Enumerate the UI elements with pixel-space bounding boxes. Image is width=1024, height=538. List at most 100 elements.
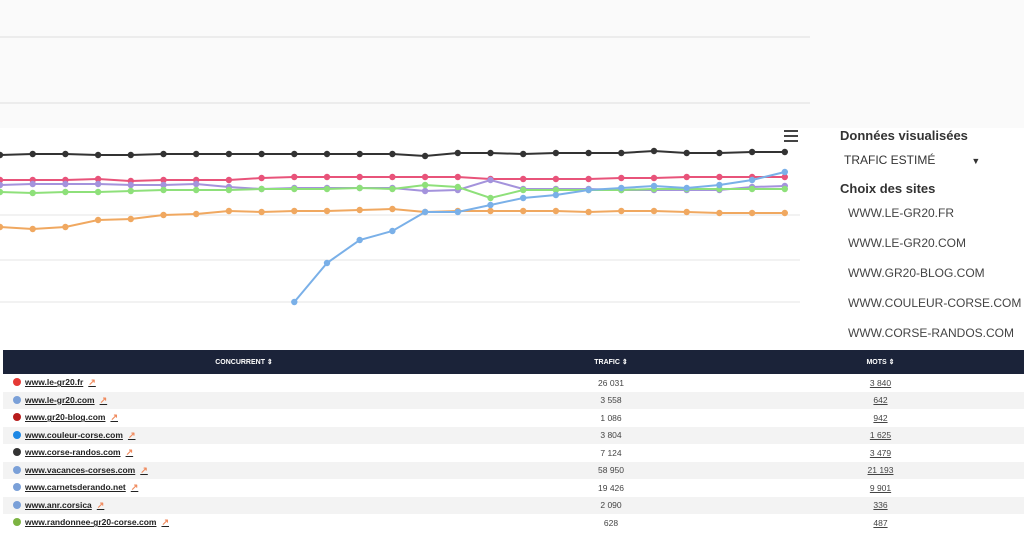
point	[716, 173, 723, 181]
external-icon: ↗	[161, 517, 170, 528]
point	[389, 227, 396, 235]
point	[29, 189, 36, 197]
point	[160, 186, 167, 194]
site-cell: www.le-gr20.com ↗	[3, 391, 485, 409]
keywords-cell[interactable]: 487	[873, 517, 888, 528]
point	[225, 207, 233, 215]
point	[356, 184, 363, 192]
site-cell: www.gr20-blog.com ↗	[3, 409, 485, 427]
point	[585, 175, 592, 183]
top-area	[0, 0, 1024, 128]
point	[716, 181, 723, 189]
point	[62, 223, 69, 231]
site-icon	[13, 483, 21, 492]
point	[618, 174, 625, 182]
point	[487, 207, 494, 215]
point	[127, 187, 134, 195]
point	[0, 181, 4, 189]
metric-select[interactable]: TRAFIC ESTIMÉ ▼	[844, 153, 981, 167]
point	[683, 208, 690, 216]
keywords-cell[interactable]: 336	[737, 496, 1024, 514]
point	[748, 185, 756, 193]
point	[323, 150, 331, 158]
point	[421, 152, 429, 160]
site-link[interactable]: www.anr.corsica	[25, 499, 92, 510]
site-option[interactable]: WWW.COULEUR-CORSE.COM	[848, 296, 1022, 310]
column-header[interactable]: MOTS ⇕	[737, 350, 1024, 374]
point	[389, 150, 396, 158]
site-cell: www.vacances-corses.com ↗	[3, 461, 485, 479]
point	[160, 211, 167, 219]
menu-icon[interactable]	[784, 130, 798, 142]
site-link[interactable]: www.le-gr20.fr	[25, 377, 84, 388]
traffic-cell: 3 804	[485, 426, 737, 444]
keywords-cell[interactable]: 3 840	[869, 377, 892, 388]
site-icon	[13, 465, 21, 474]
point	[520, 194, 527, 202]
external-icon: ↗	[88, 377, 96, 388]
point	[552, 175, 560, 183]
keywords-cell[interactable]: 21 193	[737, 461, 1024, 479]
table-row: www.anr.corsica ↗ 2 090 336	[3, 496, 1024, 514]
external-icon: ↗	[96, 499, 105, 510]
point	[520, 150, 527, 158]
point	[618, 207, 625, 215]
column-header[interactable]: CONCURRENT ⇕	[3, 350, 485, 374]
point	[487, 201, 494, 209]
keywords-cell[interactable]: 1 625	[737, 426, 1024, 444]
site-link[interactable]: www.carnetsderando.net	[25, 482, 126, 493]
site-link[interactable]: www.corse-randos.com	[25, 447, 121, 458]
table-row: www.le-gr20.com ↗ 3 558 642	[3, 391, 1024, 409]
point	[323, 259, 331, 267]
table: CONCURRENT ⇕ TRAFIC ⇕ MOTS ⇕ www.le-gr20…	[3, 350, 1024, 532]
point	[454, 149, 461, 157]
keywords-cell[interactable]: 942	[873, 412, 888, 423]
header-text: CONCURRENT	[215, 359, 265, 366]
site-link[interactable]: www.le-gr20.com	[25, 394, 95, 405]
point	[683, 173, 690, 181]
keywords-cell[interactable]: 3 479	[869, 447, 892, 458]
point	[127, 181, 134, 189]
site-option[interactable]: WWW.CORSE-RANDOS.COM	[848, 326, 1014, 340]
site-option[interactable]: WWW.GR20-BLOG.COM	[848, 266, 985, 280]
point	[94, 151, 102, 159]
point	[356, 150, 363, 158]
site-option[interactable]: WWW.LE-GR20.COM	[848, 236, 967, 250]
column-header[interactable]: TRAFIC ⇕	[485, 350, 737, 374]
point	[29, 150, 36, 158]
point	[421, 187, 429, 195]
site-link[interactable]: www.gr20-blog.com	[25, 412, 106, 423]
external-icon: ↗	[130, 482, 139, 493]
site-icon	[13, 518, 21, 527]
point	[389, 173, 396, 181]
site-link[interactable]: www.vacances-corses.com	[25, 464, 136, 475]
point	[291, 298, 298, 306]
site-link[interactable]: www.couleur-corse.com	[25, 429, 123, 440]
point	[193, 150, 200, 158]
chart	[0, 36, 810, 306]
site-link[interactable]: www.randonnee-gr20-corse.com	[25, 517, 157, 528]
site-cell: www.randonnee-gr20-corse.com ↗	[3, 514, 485, 532]
point	[193, 180, 200, 188]
point	[650, 207, 658, 215]
point	[356, 206, 363, 214]
external-icon: ↗	[110, 412, 118, 423]
site-option[interactable]: WWW.LE-GR20.FR	[848, 206, 955, 220]
keywords-cell[interactable]: 642	[737, 391, 1024, 409]
point	[487, 149, 494, 157]
point	[389, 205, 396, 213]
point	[487, 194, 494, 202]
point	[356, 236, 363, 244]
point	[748, 209, 756, 217]
site-cell: www.anr.corsica ↗	[3, 496, 485, 514]
point	[193, 186, 200, 194]
point	[323, 207, 331, 215]
point	[454, 208, 461, 216]
point	[258, 174, 265, 182]
point	[650, 147, 658, 155]
keywords-cell[interactable]: 9 901	[869, 482, 892, 493]
site-icon	[13, 500, 21, 509]
header-text: MOTS	[866, 359, 887, 366]
traffic-cell: 7 124	[600, 447, 622, 458]
point	[258, 150, 265, 158]
